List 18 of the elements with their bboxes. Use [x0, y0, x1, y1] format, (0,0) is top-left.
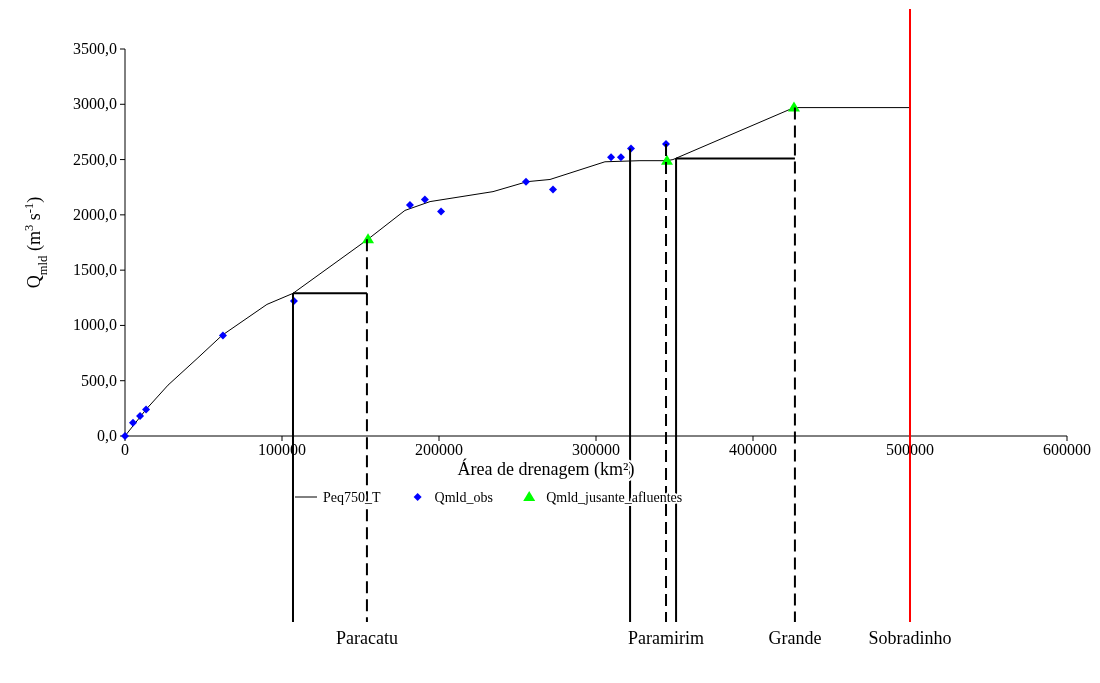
x-tick-label: 200000 — [415, 441, 463, 458]
y-tick-label: 2500,0 — [73, 150, 117, 168]
x-tick-label: 0 — [121, 441, 129, 458]
y-tick-label: 1500,0 — [73, 261, 117, 279]
y-tick-label: 1000,0 — [73, 316, 117, 334]
x-tick-label: 400000 — [729, 441, 777, 458]
y-tick-label: 0,0 — [97, 427, 117, 444]
y-tick-label: 3000,0 — [73, 95, 117, 113]
y-tick-label: 2000,0 — [73, 205, 117, 223]
y-tick-label: 500,0 — [81, 371, 117, 389]
ref-line-label: Sobradinho — [868, 628, 952, 648]
ref-line-label: Paramirim — [628, 628, 705, 648]
legend-label: Qmld_obs — [434, 490, 493, 505]
y-tick-label: 3500,0 — [73, 40, 117, 57]
ref-line-label: Paracatu — [335, 628, 398, 648]
x-tick-label: 600000 — [1043, 441, 1091, 458]
ref-line-label: Grande — [768, 628, 822, 648]
x-tick-label: 300000 — [572, 441, 620, 458]
